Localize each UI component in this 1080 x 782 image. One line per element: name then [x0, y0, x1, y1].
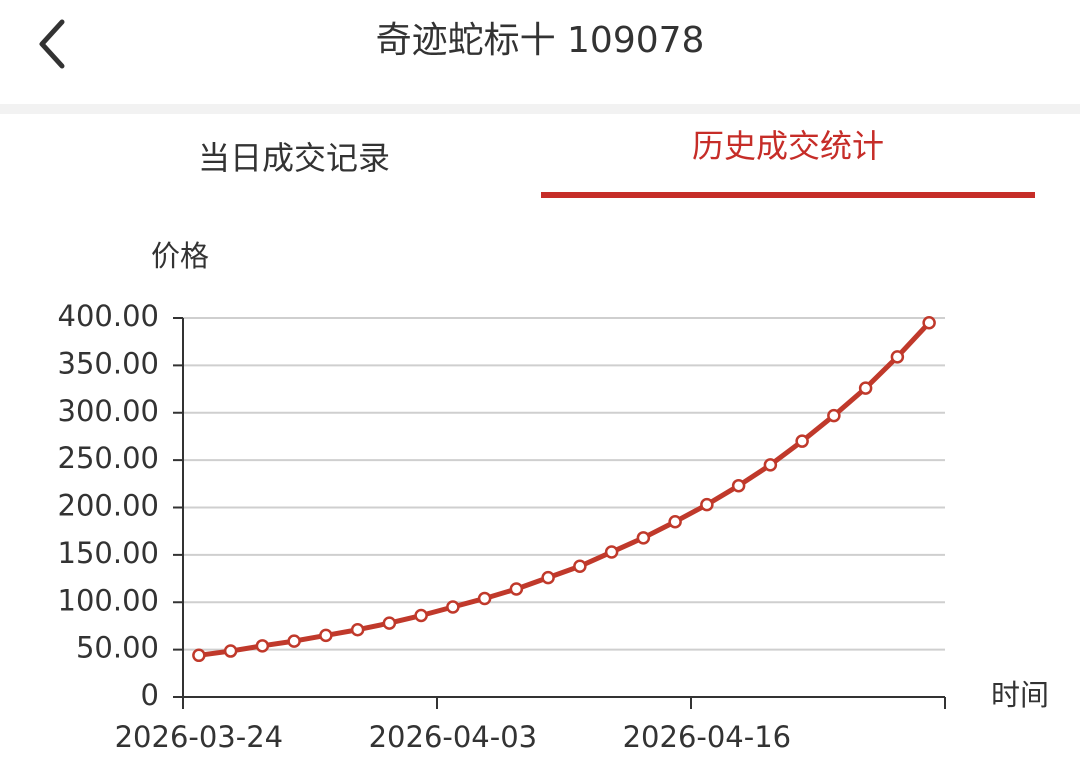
y-tick-label: 100.00 — [58, 583, 159, 617]
point — [319, 628, 333, 643]
y-tick-label: 400.00 — [58, 299, 159, 333]
x-axis-label: 时间 — [991, 678, 1049, 712]
tab-underline — [541, 192, 1035, 198]
point — [287, 634, 301, 648]
page-title: 奇迹蛇标十 109078 — [376, 20, 705, 61]
point — [636, 531, 651, 545]
point — [604, 545, 619, 559]
y-tick-label: 150.00 — [58, 536, 159, 570]
point — [731, 478, 746, 493]
point — [382, 616, 397, 630]
point — [668, 514, 682, 529]
point — [509, 582, 524, 596]
point — [192, 648, 206, 663]
x-tick-label: 2026-03-24 — [115, 720, 284, 754]
y-tick-label: 50.00 — [76, 631, 159, 665]
y-tick-label: 300.00 — [58, 394, 159, 428]
y-tick-label: 350.00 — [58, 346, 159, 380]
point — [573, 559, 587, 573]
y-axis-label: 价格 — [151, 239, 209, 273]
x-tick-label: 2026-04-03 — [369, 720, 538, 754]
point — [446, 600, 460, 614]
y-tick-label: 0 — [141, 678, 159, 712]
point — [858, 381, 873, 395]
divider — [0, 104, 1080, 114]
y-tick-label: 250.00 — [58, 441, 159, 475]
line — [198, 321, 931, 658]
y-tick-label: 200.00 — [58, 489, 159, 523]
point — [541, 570, 555, 585]
point — [223, 644, 238, 658]
point — [763, 458, 778, 472]
point — [350, 622, 365, 637]
point — [255, 639, 270, 653]
point — [795, 434, 809, 448]
point — [414, 608, 428, 623]
tab[interactable]: 当日成交记录 — [198, 139, 390, 177]
x-tick-label: 2026-04-16 — [623, 720, 792, 754]
point — [922, 315, 936, 330]
tab-active[interactable]: 历史成交统计 — [692, 127, 884, 165]
point — [890, 350, 905, 364]
point — [700, 497, 714, 512]
back-button[interactable] — [39, 19, 65, 69]
point — [827, 408, 841, 423]
point — [477, 591, 492, 606]
